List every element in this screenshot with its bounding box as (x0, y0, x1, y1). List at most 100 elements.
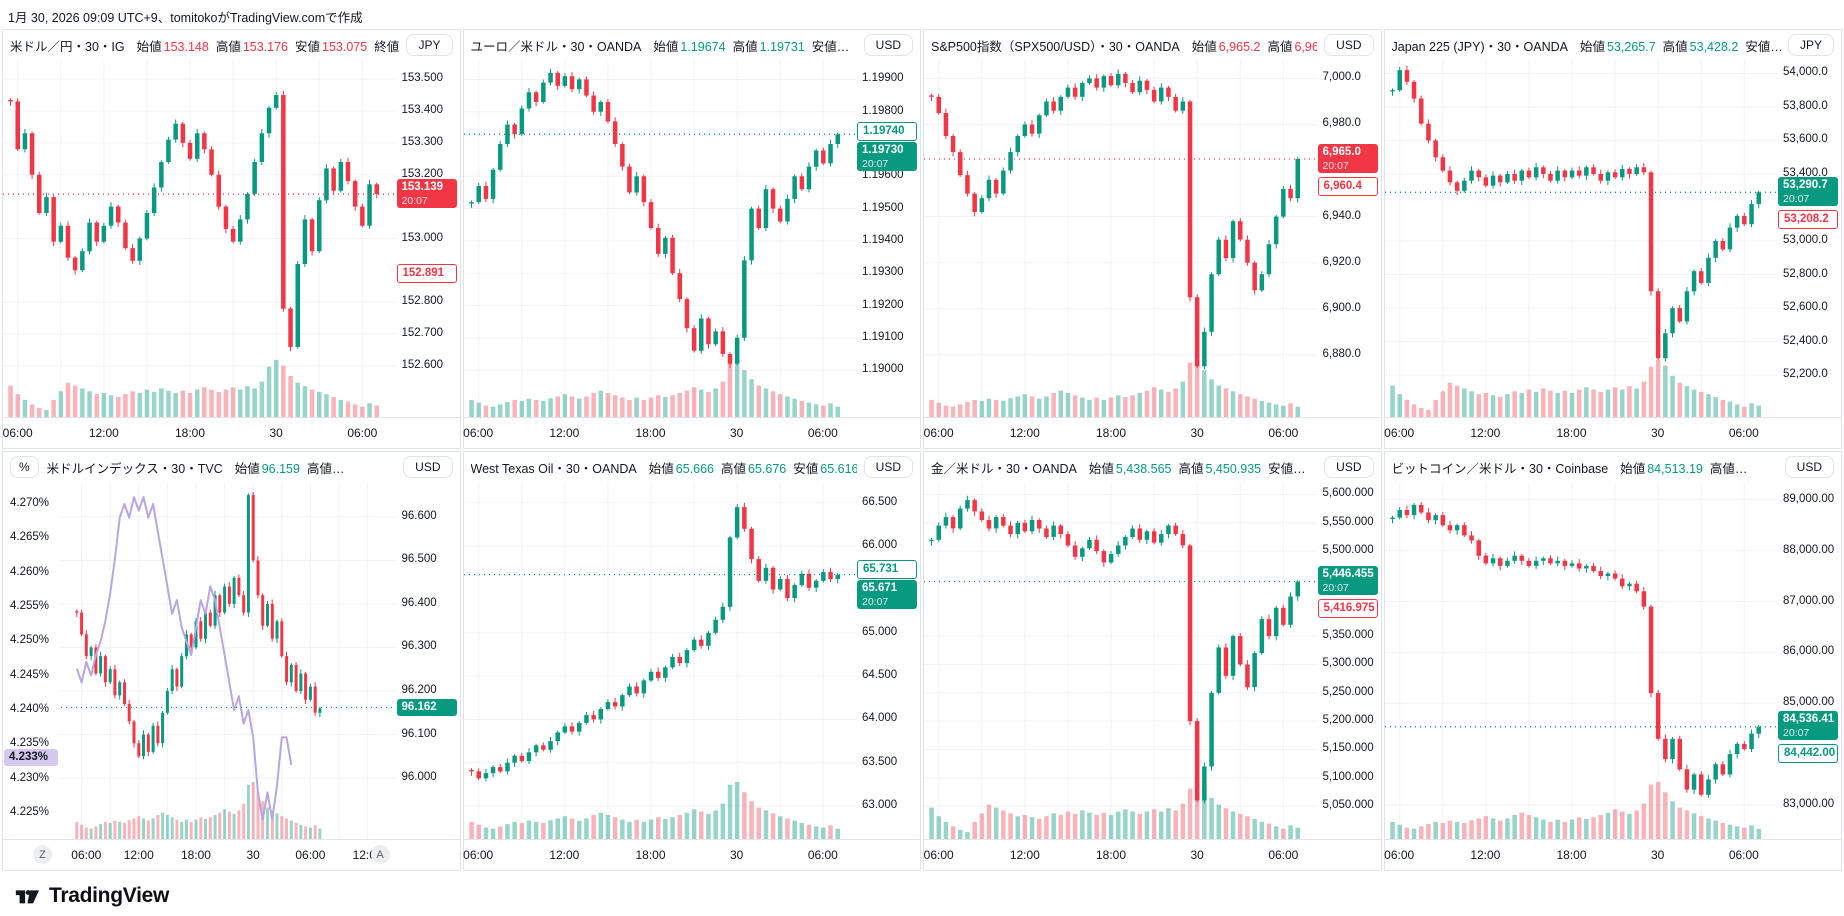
plot-wrap: 5,600.000 5,550.000 5,500.000 5,350.000 5,30… (924, 482, 1381, 839)
plot-wrap: 7,000.0 6,980.0 6,940.0 6,920.0 6,900.0 6,880… (924, 60, 1381, 417)
badge-time: 20:07 (401, 194, 428, 207)
candlestick-chart-svg (1384, 482, 1777, 839)
chart-legend[interactable]: Japan 225 (JPY)・30・OANDA 始値 53,265.7 高値 53,… (1392, 36, 1781, 55)
right-price-axis[interactable]: 5,600.000 5,550.000 5,500.000 5,350.000 5,30… (1317, 482, 1381, 839)
price-axis-label: 1.19400 (862, 233, 904, 246)
chart-legend[interactable]: ビットコイン／米ドル・30・Coinbase 始値 84,513.19 高値… (1392, 458, 1748, 477)
time-axis[interactable]: 06:00 12:00 18:00 30 06:00 (924, 417, 1381, 448)
ohlc-value: 6,965.2 (1218, 39, 1261, 54)
currency-unit-button[interactable]: JPY (1787, 34, 1834, 56)
right-price-axis[interactable]: 1.19900 1.19800 1.19600 1.19500 1.19400 1.193… (856, 60, 920, 417)
right-price-axis[interactable]: 54,000.0 53,800.0 53,600.0 53,400.0 53,000.0… (1777, 60, 1841, 417)
right-price-axis[interactable]: 153.500 153.400 153.300 153.200 153.000 152.8… (396, 60, 460, 417)
ohlc-label: 安値 (295, 39, 321, 54)
chart-plot-area[interactable] (463, 60, 856, 417)
candlestick-chart-svg (463, 60, 856, 417)
time-axis-label: 06:00 (347, 426, 378, 440)
chart-legend[interactable]: 金／米ドル・30・OANDA 始値 5,438.565 高値 5,450.935 安値… (931, 458, 1306, 477)
chart-symbol-title: ユーロ／米ドル・30・OANDA (470, 39, 642, 54)
right-price-axis[interactable]: 89,000.00 88,000.00 87,000.00 86,000.00 85,0… (1777, 482, 1841, 839)
plot-wrap: 153.500 153.400 153.300 153.200 153.000 152.8… (3, 60, 460, 417)
currency-unit-button[interactable]: USD (1784, 456, 1834, 478)
price-axis-label: 152.700 (401, 327, 444, 340)
tradingview-wordmark[interactable]: TradingView (49, 884, 170, 907)
time-axis[interactable]: 06:00 12:00 18:00 30 06:00 (3, 417, 460, 448)
time-axis-label: 06:00 (1728, 426, 1759, 440)
chart-plot-area[interactable] (463, 482, 856, 839)
right-price-axis[interactable]: 66.500 66.000 65.000 64.500 64.000 63.500 63.0… (856, 482, 920, 839)
chart-legend[interactable]: 米ドル／円・30・IG 始値 153.148 高値 153.176 安値 153.075 終… (10, 36, 399, 55)
chart-plot-area[interactable] (61, 482, 396, 839)
chart-legend[interactable]: ユーロ／米ドル・30・OANDA 始値 1.19674 高値 1.19731 安値… (471, 36, 850, 55)
chart-legend[interactable]: 米ドルインデックス・30・TVC 始値 96.159 高値… (47, 458, 345, 477)
time-axis-a-button[interactable]: A (370, 845, 390, 864)
badge-time: 20:07 (1322, 159, 1349, 172)
price-axis-label: 96.400 (401, 596, 437, 609)
ohlc-values: 始値 84,513.19 高値… (1615, 458, 1747, 477)
ohlc-value: 96.159 (261, 461, 300, 476)
chart-plot-area[interactable] (1384, 482, 1777, 839)
chart-plot-area[interactable] (924, 60, 1317, 417)
chart-plot-area[interactable] (3, 60, 396, 417)
time-axis-label: 12:00 (1009, 426, 1040, 440)
currency-unit-button[interactable]: USD (1324, 456, 1374, 478)
tradingview-logo-icon[interactable] (14, 883, 40, 909)
price-axis-label: 52,200.0 (1783, 368, 1828, 381)
price-axis-label: 88,000.00 (1783, 543, 1835, 556)
percent-axis-label: 4.260% (10, 565, 50, 578)
percent-scale-button[interactable]: % (10, 456, 39, 478)
right-price-axis[interactable]: 7,000.0 6,980.0 6,940.0 6,920.0 6,900.0 6,880… (1317, 60, 1381, 417)
currency-unit-button[interactable]: USD (863, 456, 913, 478)
time-axis[interactable]: 06:00 12:00 18:00 30 06:00 (463, 839, 920, 870)
chart-legend[interactable]: S&P500指数（SPX500/USD）・30・OANDA 始値 6,965.2 高… (931, 36, 1317, 55)
time-axis-label: 30 (729, 848, 744, 862)
price-axis-label: 7,000.0 (1322, 71, 1361, 84)
time-axis-label: 18:00 (180, 848, 211, 862)
price-axis-label: 5,350.000 (1322, 629, 1374, 642)
price-axis-label: 53,000.0 (1783, 234, 1828, 246)
time-axis-z-button[interactable]: Z (33, 845, 52, 864)
percent-axis-label: 4.235% (10, 737, 50, 750)
currency-unit-button[interactable]: USD (1324, 34, 1374, 56)
price-axis-label: 152.600 (401, 359, 444, 371)
price-axis-label: 65.000 (862, 625, 898, 638)
currency-unit-button[interactable]: USD (863, 34, 913, 56)
price-axis-label: 5,550.000 (1322, 515, 1374, 528)
candlestick-chart-svg (463, 482, 856, 839)
price-axis-label: 5,050.000 (1322, 799, 1374, 812)
time-axis[interactable]: 06:00 12:00 18:00 30 06:00 (1384, 417, 1841, 448)
currency-unit-button[interactable]: JPY (406, 34, 453, 56)
chart-symbol-title: 米ドル／円・30・IG (10, 39, 125, 54)
badge-time: 20:07 (862, 158, 889, 171)
ohlc-label: 始値 (1088, 461, 1114, 476)
time-axis[interactable]: 06:00 12:00 18:00 30 06:00 12:00 Z A (3, 839, 460, 870)
ohlc-label: 高値 (1662, 39, 1688, 54)
badge-time: 20:07 (862, 596, 889, 609)
ohlc-label: 高値… (1709, 461, 1748, 476)
ohlc-label: 始値 (1620, 461, 1646, 476)
ohlc-value: 84,513.19 (1647, 461, 1703, 476)
price-axis-label: 1.19500 (862, 201, 904, 214)
time-axis[interactable]: 06:00 12:00 18:00 30 06:00 (463, 417, 920, 448)
ohlc-values: 始値 53,265.7 高値 53,428.2 安値… (1575, 36, 1781, 55)
ohlc-value: 5,438.565 (1115, 461, 1172, 476)
time-axis-label: 18:00 (635, 848, 666, 862)
currency-unit-button[interactable]: USD (403, 456, 453, 478)
left-price-axis[interactable]: 4.270% 4.265% 4.260% 4.255% 4.250% 4.245% 4.24… (3, 482, 61, 839)
chart-legend[interactable]: West Texas Oil・30・OANDA 始値 65.666 高値 65.676… (471, 458, 857, 477)
percent-axis-label: 4.230% (10, 771, 50, 784)
chart-plot-area[interactable] (1384, 60, 1777, 417)
price-axis-label: 5,250.000 (1322, 685, 1374, 698)
chart-header: 金／米ドル・30・OANDA 始値 5,438.565 高値 5,450.935 安値…… (924, 452, 1381, 482)
right-price-axis[interactable]: 96.600 96.500 96.400 96.300 96.200 96.100 96.0… (396, 482, 460, 839)
plot-wrap: 4.270% 4.265% 4.260% 4.255% 4.250% 4.245% 4.24… (3, 482, 460, 839)
time-axis[interactable]: 06:00 12:00 18:00 30 06:00 (1384, 839, 1841, 870)
ohlc-label: 始値 (136, 39, 162, 54)
chart-header: Japan 225 (JPY)・30・OANDA 始値 53,265.7 高値 53,… (1385, 30, 1842, 60)
chart-panel: ビットコイン／米ドル・30・Coinbase 始値 84,513.19 高値… US… (1383, 451, 1842, 871)
time-axis-label: 06:00 (463, 848, 494, 862)
chart-plot-area[interactable] (924, 482, 1317, 839)
time-axis[interactable]: 06:00 12:00 18:00 30 06:00 (924, 839, 1381, 870)
price-axis-label: 1.19300 (862, 266, 904, 279)
ohlc-value: 153.148 (163, 39, 209, 54)
